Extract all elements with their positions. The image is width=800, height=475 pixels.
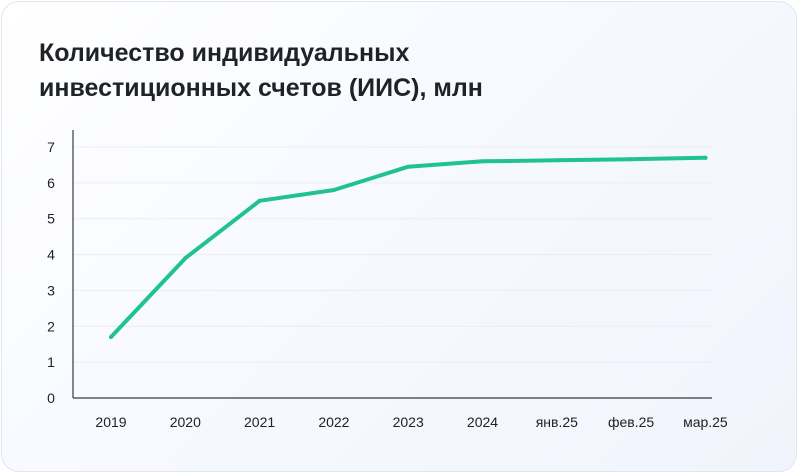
chart-title-line-1: Количество индивидуальных bbox=[39, 39, 410, 67]
y-tick-label-1: 1 bbox=[47, 354, 55, 370]
y-tick-label-0: 0 bbox=[47, 390, 55, 406]
y-tick-label-5: 5 bbox=[47, 211, 55, 227]
x-tick-label-1: 2020 bbox=[170, 414, 201, 430]
chart-title-line-2: инвестиционных счетов (ИИС), млн bbox=[39, 74, 483, 102]
data-point-0-0 bbox=[109, 335, 113, 340]
data-point-0-1 bbox=[183, 256, 188, 261]
series-line-0 bbox=[109, 155, 708, 339]
data-point-0-5 bbox=[480, 159, 485, 164]
x-tick-label-4: 2023 bbox=[393, 414, 424, 430]
data-point-0-3 bbox=[331, 188, 336, 193]
data-point-0-7 bbox=[629, 157, 634, 162]
x-tick-label-7: фев.25 bbox=[608, 414, 654, 430]
y-tick-label-3: 3 bbox=[47, 282, 55, 298]
data-point-0-6 bbox=[554, 158, 559, 163]
x-tick-label-8: мар.25 bbox=[683, 414, 728, 430]
data-point-0-2 bbox=[257, 198, 262, 203]
y-tick-label-2: 2 bbox=[47, 318, 55, 334]
x-tick-label-3: 2022 bbox=[318, 414, 349, 430]
x-tick-label-6: янв.25 bbox=[536, 414, 578, 430]
y-tick-label-4: 4 bbox=[47, 247, 55, 263]
y-tick-label-7: 7 bbox=[47, 139, 55, 155]
y-tick-label-6: 6 bbox=[47, 175, 55, 191]
chart-title: Количество индивидуальных инвестиционных… bbox=[39, 36, 639, 106]
data-point-0-4 bbox=[406, 164, 411, 169]
x-tick-label-0: 2019 bbox=[95, 414, 126, 430]
data-point-0-8 bbox=[703, 155, 708, 160]
x-tick-label-5: 2024 bbox=[467, 414, 498, 430]
x-tick-label-2: 2021 bbox=[244, 414, 275, 430]
